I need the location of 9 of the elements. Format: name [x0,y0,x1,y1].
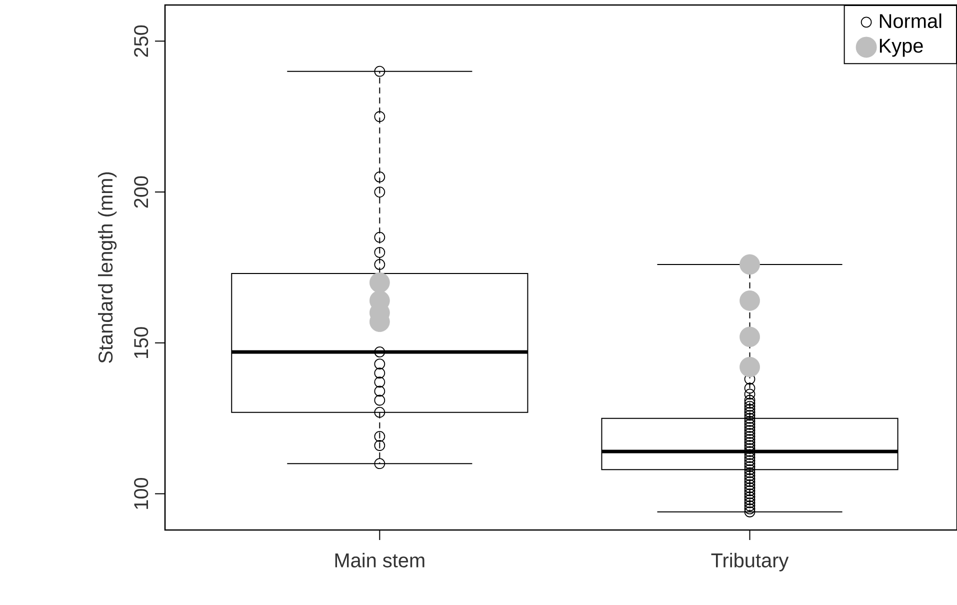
y-axis-title: Standard length (mm) [98,172,117,363]
y-tick-label: 200 [134,176,148,208]
x-tick-label: Tributary [711,552,789,572]
x-tick-label: Main stem [335,552,424,568]
y-tick-label: 100 [134,478,148,509]
y-tick-label: 250 [134,25,148,57]
legend-label: Kype [880,38,923,57]
y-tick-label: 150 [134,327,148,358]
legend-label: Normal [880,13,942,28]
